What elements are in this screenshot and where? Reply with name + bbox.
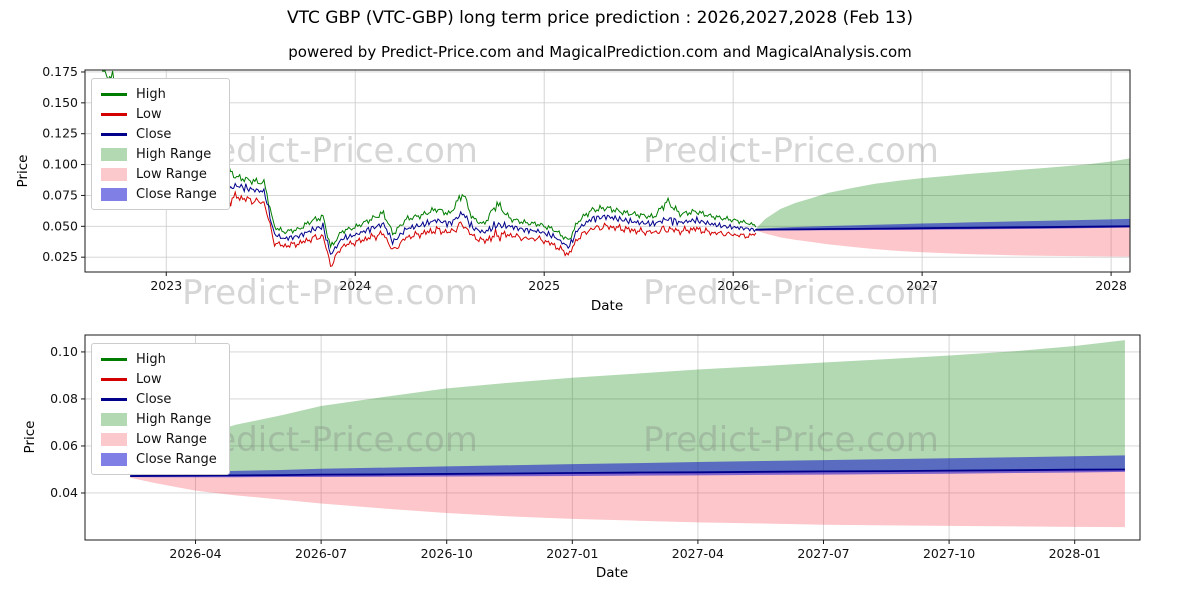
bottom-chart: 2026-04 2026-07 2026-10 2027-01 2027-04 2027-… bbox=[50, 334, 1141, 561]
legend-label: High Range bbox=[136, 146, 212, 162]
x-tick-label: 2026 bbox=[717, 278, 749, 293]
bottom-y-axis-label: Price bbox=[22, 420, 38, 454]
x-tick-label: 2027-07 bbox=[797, 546, 849, 561]
x-tick-label: 2026-04 bbox=[169, 546, 221, 561]
grid bbox=[85, 70, 1130, 272]
legend-label: High Range bbox=[136, 411, 212, 427]
watermark-text: Predict-Price.com bbox=[643, 420, 939, 460]
legend-patch-swatch bbox=[101, 432, 127, 446]
x-tick-label: 2028 bbox=[1095, 278, 1127, 293]
legend-line-swatch bbox=[101, 92, 127, 96]
legend-label: High bbox=[136, 86, 166, 102]
legend-label: Low Range bbox=[136, 166, 207, 182]
legend-item-low-range: Low Range bbox=[101, 164, 217, 184]
legend-item-high-range: High Range bbox=[101, 144, 217, 164]
legend-item-close-range: Close Range bbox=[101, 449, 217, 469]
watermark-text: Predict-Price.com bbox=[643, 131, 939, 171]
x-tick-label: 2023 bbox=[150, 278, 182, 293]
figure-title: VTC GBP (VTC-GBP) long term price predic… bbox=[287, 8, 913, 28]
legend-label: Low bbox=[136, 106, 162, 122]
watermark-text: Predict-Price.com bbox=[182, 273, 478, 313]
legend-line-swatch bbox=[101, 357, 127, 361]
low-range-area bbox=[130, 469, 1125, 528]
x-tick-label: 2027-10 bbox=[923, 546, 975, 561]
legend-label: Close bbox=[136, 391, 172, 407]
legend-patch-swatch bbox=[101, 452, 127, 466]
legend-item-low-range: Low Range bbox=[101, 429, 217, 449]
legend-item-low: Low bbox=[101, 104, 217, 124]
legend-item-close-range: Close Range bbox=[101, 184, 217, 204]
grid bbox=[85, 335, 1140, 540]
y-tick-label: 0.10 bbox=[50, 344, 78, 359]
legend-item-high: High bbox=[101, 84, 217, 104]
y-tick-label: 0.06 bbox=[50, 438, 78, 453]
x-tick-label: 2025 bbox=[528, 278, 560, 293]
close-prediction-line bbox=[130, 468, 1125, 477]
top-chart: 2023 2024 2025 2026 2027 2028 0.025 0.050 0.075 0… bbox=[42, 64, 1131, 293]
low-range-area bbox=[755, 226, 1130, 257]
x-tick-label: 2027-01 bbox=[546, 546, 598, 561]
legend-label: Close Range bbox=[136, 186, 217, 202]
legend-item-high-range: High Range bbox=[101, 409, 217, 429]
y-tick-label: 0.04 bbox=[50, 485, 78, 500]
watermark-text: Predict-Price.com bbox=[182, 131, 478, 171]
y-tick-label: 0.125 bbox=[42, 126, 78, 141]
high-range-area bbox=[755, 158, 1130, 230]
x-tick-label: 2028-01 bbox=[1049, 546, 1101, 561]
y-tick-label: 0.100 bbox=[42, 157, 78, 172]
x-tick-label: 2024 bbox=[339, 278, 371, 293]
legend-item-close: Close bbox=[101, 124, 217, 144]
y-tick-label: 0.075 bbox=[42, 187, 78, 202]
legend-patch-swatch bbox=[101, 412, 127, 426]
legend-label: Close bbox=[136, 126, 172, 142]
legend-label: High bbox=[136, 351, 166, 367]
figure-subtitle: powered by Predict-Price.com and Magical… bbox=[288, 43, 912, 61]
legend-line-swatch bbox=[101, 397, 127, 401]
legend-item-high: High bbox=[101, 349, 217, 369]
y-tick-label: 0.08 bbox=[50, 391, 78, 406]
plot-border bbox=[84, 334, 1141, 541]
top-y-axis-label: Price bbox=[15, 154, 31, 188]
legend-item-low: Low bbox=[101, 369, 217, 389]
legend-line-swatch bbox=[101, 112, 127, 116]
y-tick-label: 0.025 bbox=[42, 249, 78, 264]
high-range-area bbox=[130, 340, 1125, 477]
x-tick-label: 2026-07 bbox=[295, 546, 347, 561]
watermark-text: Predict-Price.com bbox=[182, 420, 478, 460]
y-tick-label: 0.150 bbox=[42, 95, 78, 110]
legend-item-close: Close bbox=[101, 389, 217, 409]
bottom-legend: High Low Close High Range Low Range Close Ran… bbox=[91, 343, 230, 475]
top-x-axis-label: Date bbox=[590, 298, 624, 314]
x-tick-label: 2026-10 bbox=[421, 546, 473, 561]
legend-line-swatch bbox=[101, 377, 127, 381]
x-tick-label: 2027 bbox=[906, 278, 938, 293]
top-legend: High Low Close High Range Low Range Close Ran… bbox=[91, 78, 230, 210]
watermark-text: Predict-Price.com bbox=[643, 273, 939, 313]
legend-label: Low Range bbox=[136, 431, 207, 447]
legend-label: Low bbox=[136, 371, 162, 387]
x-tick-label: 2027-04 bbox=[672, 546, 724, 561]
legend-label: Close Range bbox=[136, 451, 217, 467]
y-tick-label: 0.175 bbox=[42, 64, 78, 79]
legend-patch-swatch bbox=[101, 147, 127, 161]
y-tick-label: 0.050 bbox=[42, 218, 78, 233]
plot-border bbox=[84, 69, 1131, 273]
legend-line-swatch bbox=[101, 132, 127, 136]
legend-patch-swatch bbox=[101, 187, 127, 201]
legend-patch-swatch bbox=[101, 167, 127, 181]
bottom-x-axis-label: Date bbox=[595, 565, 629, 581]
close-prediction-line bbox=[755, 225, 1131, 231]
